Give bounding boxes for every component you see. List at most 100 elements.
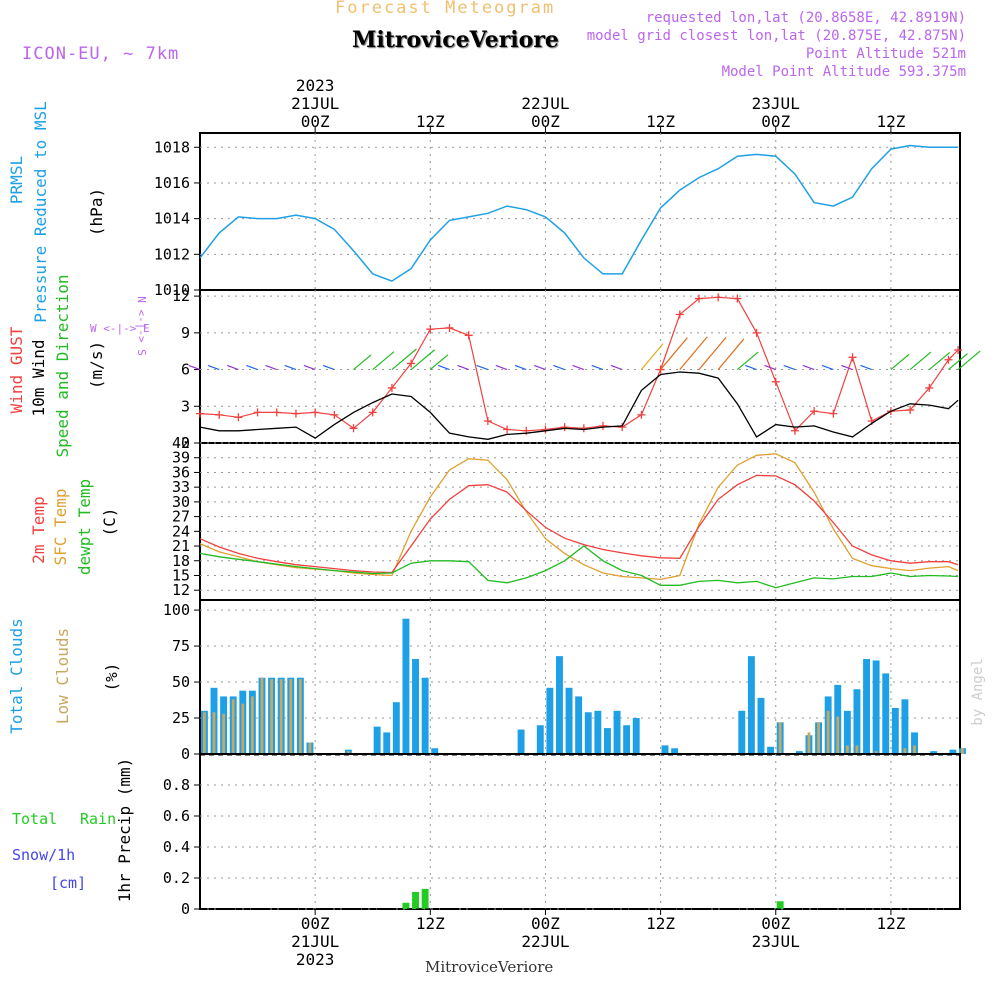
top-time-label: 12Z — [876, 112, 905, 131]
panel-frame-5 — [199, 753, 961, 910]
total-cloud-bar — [536, 725, 544, 754]
gust-line — [199, 296, 959, 432]
total-cloud-bar — [431, 748, 439, 754]
low-cloud-bar — [817, 722, 820, 754]
wind-direction-arrow — [495, 364, 508, 371]
wind-direction-arrow — [591, 364, 604, 371]
y-tick-label: 0 — [181, 745, 190, 763]
low-cloud-bar — [212, 712, 216, 754]
total-cloud-bar — [623, 725, 631, 754]
gust-marker — [387, 383, 396, 392]
y-tick-label: 3 — [181, 397, 190, 415]
gust-marker — [810, 407, 819, 416]
low-cloud-bar — [231, 699, 235, 754]
rain-bar — [421, 888, 429, 909]
bottom-time-label: 12Z — [416, 914, 445, 933]
y-tick-label: 50 — [172, 673, 190, 691]
gust-marker — [541, 425, 550, 434]
compass-ns: N <-|-> S — [135, 296, 148, 356]
y-tick-label: 0.2 — [163, 869, 190, 887]
total-cloud-bar — [863, 659, 870, 754]
gust-marker — [656, 365, 665, 374]
top-time-label: 00Z — [761, 112, 790, 131]
gust-marker — [675, 310, 684, 319]
total-cloud-bar — [853, 689, 861, 754]
wind-direction-arrow — [821, 364, 834, 371]
low-cloud-bar — [346, 751, 350, 754]
wind-direction-arrow — [533, 364, 546, 371]
y-tick-label: 36 — [172, 463, 190, 481]
low-cloud-bar — [251, 696, 254, 754]
gust-label: Wind GUST — [7, 326, 26, 413]
gust-marker — [196, 409, 204, 418]
total-cloud-bar — [901, 699, 909, 754]
gust-marker — [954, 345, 963, 354]
wind-direction-arrow — [476, 364, 489, 371]
wind-direction-arrow — [284, 364, 297, 371]
y-tick-label: 6 — [181, 361, 190, 379]
bottom-time-label: 21JUL — [291, 932, 339, 951]
pressure-unit: (hPa) — [87, 188, 106, 236]
requested-lonlat: requested lon,lat (20.8658E, 42.8919N) — [645, 10, 966, 26]
wind-direction-arrow — [429, 354, 449, 371]
total-cloud-bar — [767, 746, 775, 754]
y-tick-label: 27 — [172, 508, 190, 526]
wind-direction-arrow — [322, 364, 335, 371]
wind-direction-arrow — [553, 364, 565, 371]
low-cloud-bar — [279, 679, 283, 754]
wind-direction-arrow — [303, 364, 316, 371]
dewpt-label: dewpt Temp — [75, 479, 94, 575]
total-cloud-bar — [412, 659, 419, 754]
total-cloud-bar — [546, 687, 554, 754]
rain-bar — [402, 902, 410, 909]
wind-direction-arrow — [457, 364, 469, 371]
low-cloud-bar — [241, 703, 245, 754]
model-point-altitude: Model Point Altitude 593.375m — [721, 64, 966, 80]
total-cloud-bar — [565, 687, 573, 754]
top-time-label: 23JUL — [752, 94, 800, 113]
temp2m-label: 2m Temp — [29, 496, 48, 563]
y-tick-label: 0 — [181, 434, 190, 452]
wind-unit: (m/s) — [87, 341, 106, 389]
wind-direction-arrow — [660, 337, 688, 370]
total-cloud-bar — [671, 748, 679, 754]
wind-direction-arrow — [410, 349, 436, 371]
rain-bar — [776, 901, 784, 909]
total-cloud-bar — [949, 749, 957, 754]
pressure-label-short: PRMSL — [7, 156, 26, 204]
precip-unit: 1hr Precip (mm) — [115, 758, 134, 903]
gust-marker — [925, 383, 934, 392]
total-cloud-bar — [383, 732, 391, 754]
wind-direction-arrow — [438, 364, 450, 371]
wind-direction-arrow — [246, 364, 258, 371]
total-cloud-bar — [556, 656, 563, 754]
gust-marker — [368, 408, 377, 417]
y-tick-label: 1016 — [154, 174, 190, 192]
point-altitude: Point Altitude 521m — [805, 46, 966, 62]
total-label: Total — [12, 810, 57, 828]
total-cloud-bar — [795, 751, 803, 754]
top-time-label: 12Z — [646, 112, 675, 131]
temp-unit: (C) — [100, 508, 119, 537]
gust-marker — [215, 410, 224, 419]
wind-direction-arrow — [514, 364, 527, 371]
footer-location: MitroviceVeriore — [425, 958, 554, 976]
total-cloud-bar — [911, 732, 918, 754]
y-tick-label: 100 — [163, 601, 190, 619]
panel-frame-3 — [199, 442, 961, 601]
rain-bar — [412, 891, 419, 909]
pressure-line — [199, 144, 959, 282]
gust-marker — [407, 359, 416, 368]
y-tick-label: 1014 — [154, 210, 190, 228]
wind-direction-arrow — [736, 351, 759, 371]
gust-marker — [944, 355, 953, 364]
wind-direction-arrow — [783, 364, 796, 371]
y-tick-label: 1012 — [154, 245, 190, 263]
low-clouds-label: Low Clouds — [53, 628, 72, 724]
gust-marker — [234, 413, 243, 422]
gust-marker — [503, 425, 512, 434]
low-cloud-bar — [961, 748, 964, 754]
y-tick-label: 0.8 — [163, 776, 190, 794]
bottom-time-label: 2023 — [296, 950, 335, 969]
